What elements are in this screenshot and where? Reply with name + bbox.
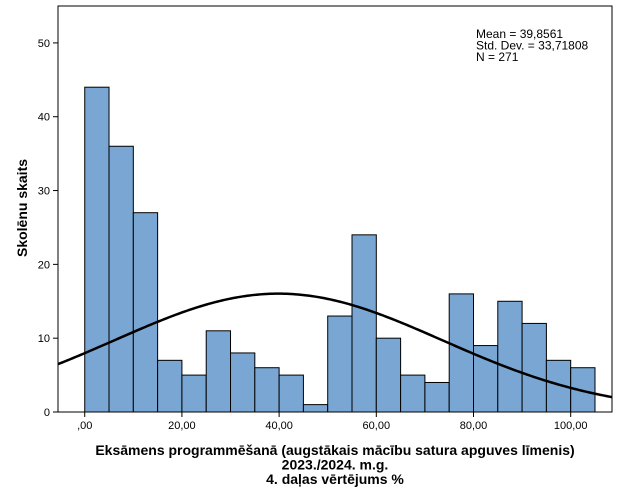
x-tick-label: 100,00: [554, 420, 588, 432]
histogram-bar: [205, 330, 232, 413]
y-tick-label: 40: [38, 112, 50, 124]
plot-frame: [57, 5, 613, 413]
y-axis: 0 10 20 30 40 50: [38, 38, 58, 419]
x-axis-title-line: 4. daļas vērtējums %: [266, 471, 404, 487]
x-tick-label: 60,00: [363, 420, 391, 432]
x-tick-label: 80,00: [460, 420, 488, 432]
histogram-bar: [230, 352, 256, 413]
y-tick-label: 30: [38, 186, 50, 198]
stats-line: Mean = 39,8561: [476, 27, 563, 41]
histogram-bar: [302, 404, 329, 413]
y-tick-label: 10: [38, 333, 50, 345]
histogram-bar: [84, 86, 110, 413]
x-axis-title-line: Eksāmens programmēšanā (augstākais mācīb…: [95, 442, 574, 458]
histogram-bar: [375, 337, 402, 413]
histogram-bar: [521, 322, 547, 413]
histogram-bar: [497, 300, 523, 413]
histogram-bar: [351, 234, 377, 413]
histogram-bar: [157, 359, 183, 413]
histogram-bar: [108, 145, 134, 413]
x-tick-label: 40,00: [265, 420, 293, 432]
histogram-bars: [84, 86, 596, 413]
stats-line: N = 271: [476, 50, 519, 64]
x-tick-label: 20,00: [168, 420, 196, 432]
x-tick-label: ,00: [77, 420, 92, 432]
y-tick-label: 0: [44, 407, 50, 419]
histogram-bar: [424, 381, 450, 413]
histogram-bar: [400, 374, 426, 413]
x-axis-title-line: 2023./2024. m.g.: [282, 457, 389, 473]
y-axis-title: Skolēnu skaits: [14, 159, 30, 257]
histogram-bar: [132, 212, 159, 413]
x-axis-title: Eksāmens programmēšanā (augstākais mācīb…: [95, 442, 574, 487]
x-axis: ,00 20,00 40,00 60,00 80,00 100,00: [77, 412, 588, 432]
normal-curve: [57, 292, 613, 399]
histogram-bar: [181, 374, 207, 413]
stats-line: Std. Dev. = 33,71808: [476, 39, 589, 53]
histogram-bar: [278, 374, 304, 413]
histogram-bar: [327, 315, 353, 413]
y-tick-label: 50: [38, 38, 50, 50]
histogram-bar: [254, 367, 280, 413]
y-tick-label: 20: [38, 259, 50, 271]
